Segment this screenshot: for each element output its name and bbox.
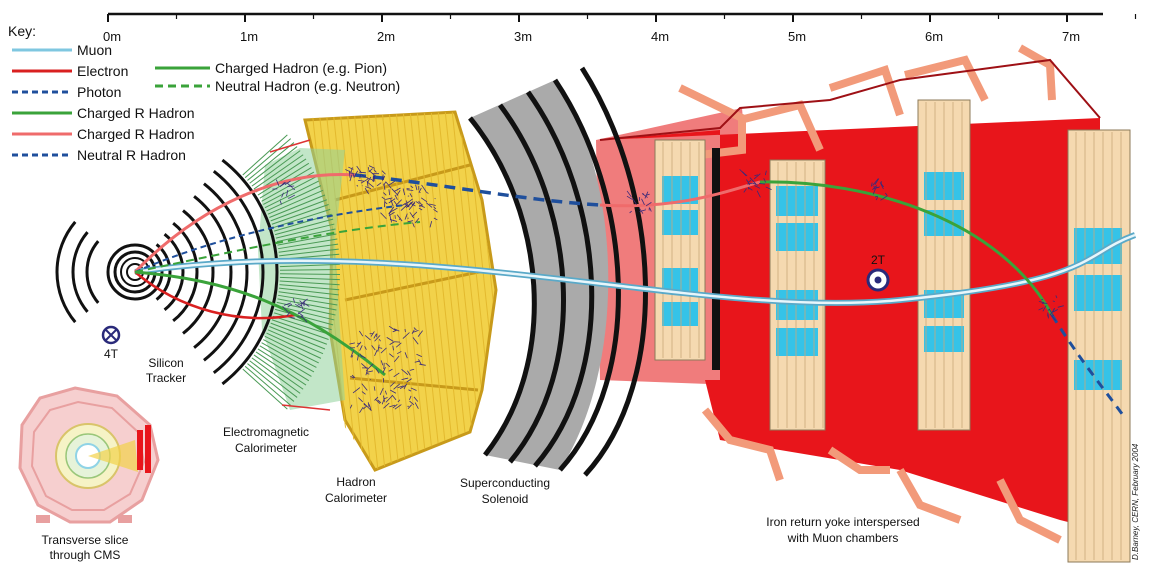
ecal-label-line1: Electromagnetic xyxy=(223,425,309,439)
slice-label-line2: through CMS xyxy=(50,548,121,562)
tracker-label-line1: Silicon xyxy=(148,356,183,370)
yoke-frame xyxy=(678,44,1062,544)
key-legend: Key: Muon Electron Photon Charged R Hadron C… xyxy=(8,23,400,163)
scale-tick-label: 7m xyxy=(1062,29,1080,44)
particle-showers xyxy=(272,165,1064,414)
silicon-tracker xyxy=(55,158,279,386)
tracker-label-line2: Tracker xyxy=(146,371,186,385)
key-label: Electron xyxy=(77,63,128,79)
key-label: Charged R Hadron xyxy=(77,105,195,121)
key-label: Neutral Hadron (e.g. Neutron) xyxy=(215,78,400,94)
charged-hadron-track xyxy=(134,270,386,377)
electron-track xyxy=(134,271,296,320)
key-label: Charged R Hadron xyxy=(77,126,195,142)
hcal-label-line1: Hadron xyxy=(336,475,375,489)
yoke-body xyxy=(600,118,1100,530)
key-label: Muon xyxy=(77,42,112,58)
credit-text: D.Barney, CERN, February 2004 xyxy=(1131,443,1140,560)
neutral-r-hadron-track xyxy=(354,173,601,207)
muon-chambers xyxy=(654,99,1131,563)
component-labels: Silicon Tracker Electromagnetic Calorime… xyxy=(42,356,1140,562)
scale-tick-label: 1m xyxy=(240,29,258,44)
field-inner-label: 4T xyxy=(104,347,119,361)
scale-tick-label: 5m xyxy=(788,29,806,44)
photon-track xyxy=(134,204,406,273)
scale-tick-label: 3m xyxy=(514,29,532,44)
yoke-label-line2: with Muon chambers xyxy=(787,531,899,545)
ecal-label-line2: Calorimeter xyxy=(235,441,297,455)
key-label: Photon xyxy=(77,84,121,100)
magnetic-field-4t: 4T xyxy=(101,325,121,361)
charged-r-hadron-track-red xyxy=(133,173,356,274)
yoke-outline xyxy=(599,58,1101,141)
solenoid-label-line1: Superconducting xyxy=(460,476,550,490)
distance-scale: 0m 1m 2m 3m 4m 5m 6m 7m xyxy=(103,12,1137,44)
muon-chamber-station-4 xyxy=(1067,129,1131,563)
solenoid-label-line2: Solenoid xyxy=(482,492,529,506)
scale-tick-label: 0m xyxy=(103,29,121,44)
key-label: Neutral R Hadron xyxy=(77,147,186,163)
field-outer-label: 2T xyxy=(871,253,886,267)
hcal-label-line2: Calorimeter xyxy=(325,491,387,505)
key-title: Key: xyxy=(8,23,36,39)
particle-tracks xyxy=(133,173,1137,419)
key-label: Charged Hadron (e.g. Pion) xyxy=(215,60,387,76)
scale-tick-label: 2m xyxy=(377,29,395,44)
magnetic-field-2t: 2T xyxy=(866,253,890,292)
slice-label-line1: Transverse slice xyxy=(42,533,129,547)
yoke-label-line1: Iron return yoke interspersed xyxy=(766,515,919,529)
transverse-slice-thumbnail xyxy=(18,386,160,524)
scale-tick-label: 6m xyxy=(925,29,943,44)
scale-tick-label: 4m xyxy=(651,29,669,44)
charged-r-hadron-track-green xyxy=(759,180,1054,316)
neutral-hadron-track xyxy=(134,221,421,273)
